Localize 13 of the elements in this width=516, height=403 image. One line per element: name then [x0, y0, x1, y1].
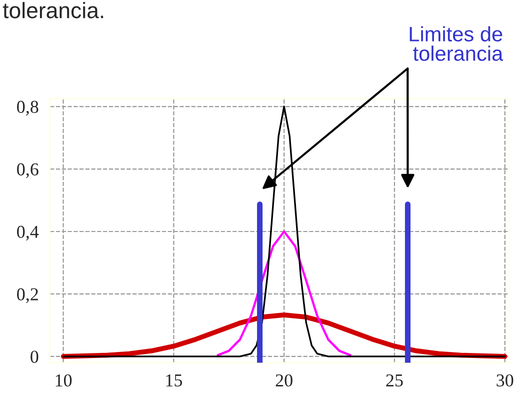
x-tick-label: 15 [166, 374, 182, 387]
x-tick-label: 30 [496, 374, 514, 387]
y-tick-label: 0,8 [17, 100, 38, 116]
line-series [216, 230, 352, 356]
text: tolerancia. [2, 2, 104, 18]
y-tick-label: 0,4 [17, 226, 39, 241]
x-tick-label: 25 [386, 374, 403, 387]
y-tick-label: 0,2 [17, 288, 38, 304]
text: Limites de tolerancia [410, 26, 504, 61]
y-tick-label: 0,6 [17, 163, 38, 178]
x-tick-label: 10 [56, 374, 72, 387]
x-tick-label: 20 [276, 374, 292, 387]
y-tick-label: 0 [30, 350, 38, 363]
